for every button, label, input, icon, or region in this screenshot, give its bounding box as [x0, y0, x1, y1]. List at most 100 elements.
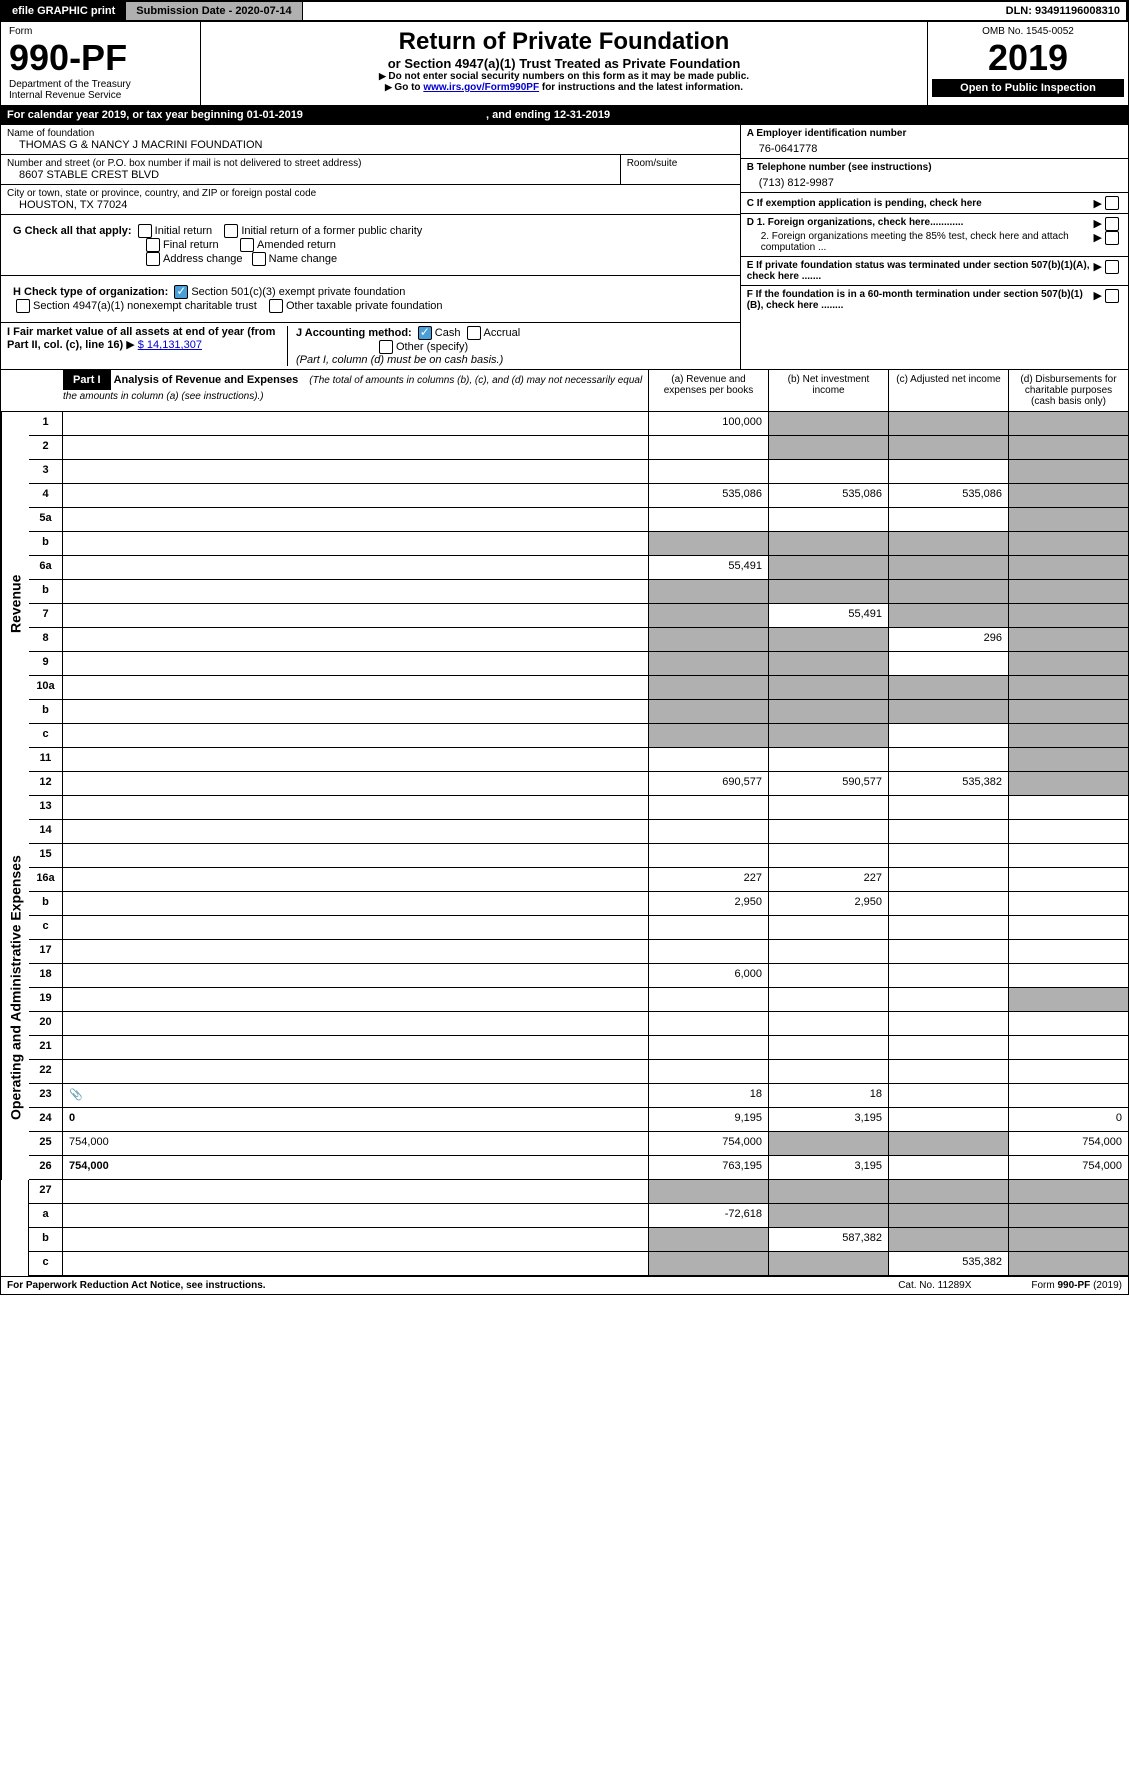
- col-d-hdr: (d) Disbursements for charitable purpose…: [1008, 370, 1128, 411]
- table-row: 25754,000754,000754,000: [29, 1132, 1128, 1156]
- col-a-val: [648, 508, 768, 531]
- col-b-val: [768, 1180, 888, 1203]
- addr-change-check[interactable]: [146, 252, 160, 266]
- col-a-val: [648, 748, 768, 771]
- initial-return-check[interactable]: [138, 224, 152, 238]
- col-c-val: [888, 580, 1008, 603]
- 501c3-check[interactable]: [174, 285, 188, 299]
- col-b-val: [768, 940, 888, 963]
- col-a-val: [648, 676, 768, 699]
- table-row: a-72,618: [29, 1204, 1128, 1228]
- irs-link[interactable]: www.irs.gov/Form990PF: [423, 82, 539, 93]
- paperwork-notice: For Paperwork Reduction Act Notice, see …: [7, 1280, 266, 1291]
- 60month-check[interactable]: [1105, 289, 1119, 303]
- final-return-check[interactable]: [146, 238, 160, 252]
- col-c-val: [888, 1132, 1008, 1155]
- col-c-val: [888, 460, 1008, 483]
- row-num: 25: [29, 1132, 63, 1155]
- table-row: 186,000: [29, 964, 1128, 988]
- col-d-val: [1008, 436, 1128, 459]
- j-label: J Accounting method:: [296, 327, 412, 339]
- table-row: 6a55,491: [29, 556, 1128, 580]
- e-label: E If private foundation status was termi…: [747, 260, 1094, 282]
- table-row: c535,382: [29, 1252, 1128, 1276]
- table-row: 12690,577590,577535,382: [29, 772, 1128, 796]
- col-c-val: [888, 892, 1008, 915]
- final-section: 27a-72,618b587,382c535,382: [0, 1180, 1129, 1277]
- table-row: 20: [29, 1012, 1128, 1036]
- row-desc: 754,000: [63, 1156, 648, 1179]
- accrual-check[interactable]: [467, 326, 481, 340]
- amended-check[interactable]: [240, 238, 254, 252]
- fmv-value[interactable]: $ 14,131,307: [138, 339, 202, 351]
- row-num: a: [29, 1204, 63, 1227]
- col-b-val: [768, 652, 888, 675]
- initial-former-check[interactable]: [224, 224, 238, 238]
- col-b-val: [768, 436, 888, 459]
- row-num: 17: [29, 940, 63, 963]
- col-a-val: [648, 460, 768, 483]
- row-desc: [63, 1180, 648, 1203]
- col-d-val: [1008, 412, 1128, 435]
- col-d-val: 0: [1008, 1108, 1128, 1131]
- col-b-val: [768, 556, 888, 579]
- col-a-hdr: (a) Revenue and expenses per books: [648, 370, 768, 411]
- col-a-val: 9,195: [648, 1108, 768, 1131]
- 85pct-check[interactable]: [1105, 231, 1119, 245]
- 4947-check[interactable]: [16, 299, 30, 313]
- row-desc: 📎: [63, 1084, 648, 1107]
- foreign-org-check[interactable]: [1105, 217, 1119, 231]
- other-taxable-check[interactable]: [269, 299, 283, 313]
- d2-label: 2. Foreign organizations meeting the 85%…: [747, 231, 1094, 253]
- row-desc: [63, 868, 648, 891]
- col-b-val: [768, 1012, 888, 1035]
- exemption-check[interactable]: [1105, 196, 1119, 210]
- col-c-val: [888, 532, 1008, 555]
- table-row: 23📎 1818: [29, 1084, 1128, 1108]
- col-b-val: [768, 508, 888, 531]
- row-num: 3: [29, 460, 63, 483]
- table-row: b: [29, 532, 1128, 556]
- row-desc: [63, 1060, 648, 1083]
- col-b-val: [768, 460, 888, 483]
- part1-header: Part I Analysis of Revenue and Expenses …: [0, 370, 1129, 412]
- tax-year: 2019: [932, 37, 1124, 79]
- col-b-val: [768, 1252, 888, 1275]
- col-b-val: [768, 1132, 888, 1155]
- form-title: Return of Private Foundation: [207, 28, 921, 56]
- open-inspection: Open to Public Inspection: [932, 79, 1124, 97]
- row-desc: [63, 700, 648, 723]
- f-label: F If the foundation is in a 60-month ter…: [747, 289, 1094, 311]
- col-a-val: [648, 940, 768, 963]
- row-desc: [63, 652, 648, 675]
- row-num: 18: [29, 964, 63, 987]
- table-row: 9: [29, 652, 1128, 676]
- terminated-check[interactable]: [1105, 260, 1119, 274]
- row-desc: [63, 1012, 648, 1035]
- col-b-hdr: (b) Net investment income: [768, 370, 888, 411]
- table-row: 14: [29, 820, 1128, 844]
- cash-check[interactable]: [418, 326, 432, 340]
- d1-label: D 1. Foreign organizations, check here..…: [747, 217, 1094, 231]
- name-change-check[interactable]: [252, 252, 266, 266]
- col-c-val: [888, 604, 1008, 627]
- col-a-val: [648, 988, 768, 1011]
- col-a-val: [648, 580, 768, 603]
- table-row: 8296: [29, 628, 1128, 652]
- col-a-val: [648, 1012, 768, 1035]
- efile-btn[interactable]: efile GRAPHIC print: [2, 2, 126, 20]
- col-c-val: [888, 940, 1008, 963]
- row-num: 11: [29, 748, 63, 771]
- col-b-val: 2,950: [768, 892, 888, 915]
- form-ref: Form 990-PF (2019): [1031, 1280, 1122, 1291]
- table-row: 755,491: [29, 604, 1128, 628]
- col-d-val: 754,000: [1008, 1132, 1128, 1155]
- row-desc: [63, 1228, 648, 1251]
- row-desc: [63, 1252, 648, 1275]
- revenue-section: Revenue 1100,000234535,086535,086535,086…: [0, 412, 1129, 796]
- revenue-label: Revenue: [1, 412, 29, 796]
- row-num: 5a: [29, 508, 63, 531]
- col-c-val: [888, 820, 1008, 843]
- other-method-check[interactable]: [379, 340, 393, 354]
- col-b-val: [768, 532, 888, 555]
